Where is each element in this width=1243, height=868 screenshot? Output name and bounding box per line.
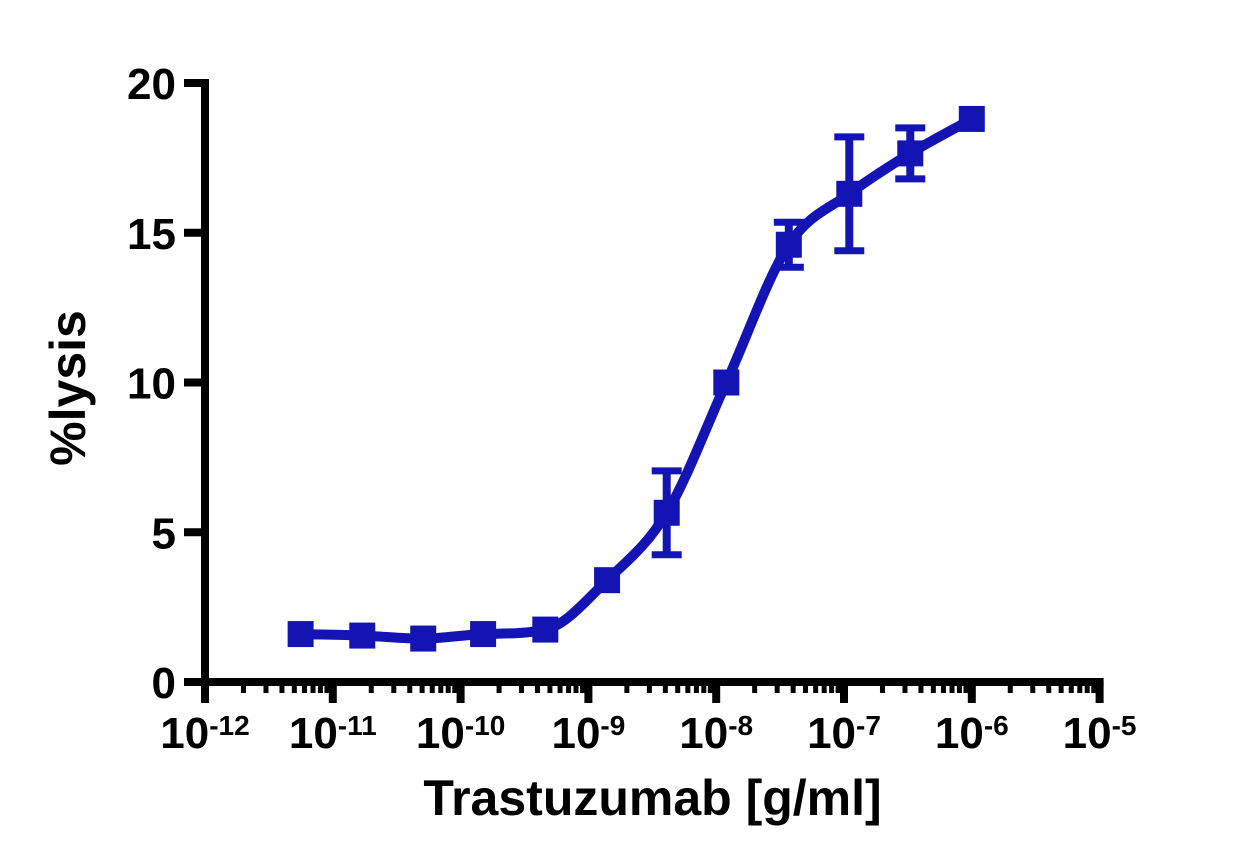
- x-tick-label: 10-9: [551, 709, 625, 758]
- y-tick-label: 15: [127, 210, 176, 259]
- data-point-marker: [897, 140, 924, 167]
- data-point-marker: [775, 231, 802, 258]
- x-tick-label: 10-10: [416, 709, 505, 758]
- y-tick-label: 20: [127, 60, 176, 109]
- data-point-marker: [470, 621, 497, 648]
- fit-curve: [295, 113, 977, 644]
- y-tick-label: 10: [127, 360, 176, 409]
- x-tick-label: 10-12: [160, 709, 249, 758]
- data-point-marker: [836, 180, 863, 207]
- x-axis-title: Trastuzumab [g/ml]: [423, 770, 882, 826]
- data-point-marker: [594, 567, 621, 594]
- x-tick-label: 10-11: [289, 709, 377, 758]
- x-tick-label: 10-8: [679, 709, 753, 758]
- y-axis-title: %lysis: [40, 310, 96, 466]
- data-point-marker: [349, 622, 376, 649]
- data-point-marker: [410, 625, 437, 652]
- data-point-marker: [287, 621, 314, 648]
- data-point-marker: [958, 105, 985, 132]
- data-point-marker: [532, 616, 559, 643]
- x-tick-label: 10-6: [935, 709, 1009, 758]
- y-tick-label: 0: [152, 659, 176, 708]
- data-point-marker: [653, 499, 680, 526]
- data-point-marker: [713, 369, 740, 396]
- y-tick-label: 5: [152, 509, 176, 558]
- x-tick-label: 10-7: [807, 709, 881, 758]
- x-tick-label: 10-5: [1063, 709, 1137, 758]
